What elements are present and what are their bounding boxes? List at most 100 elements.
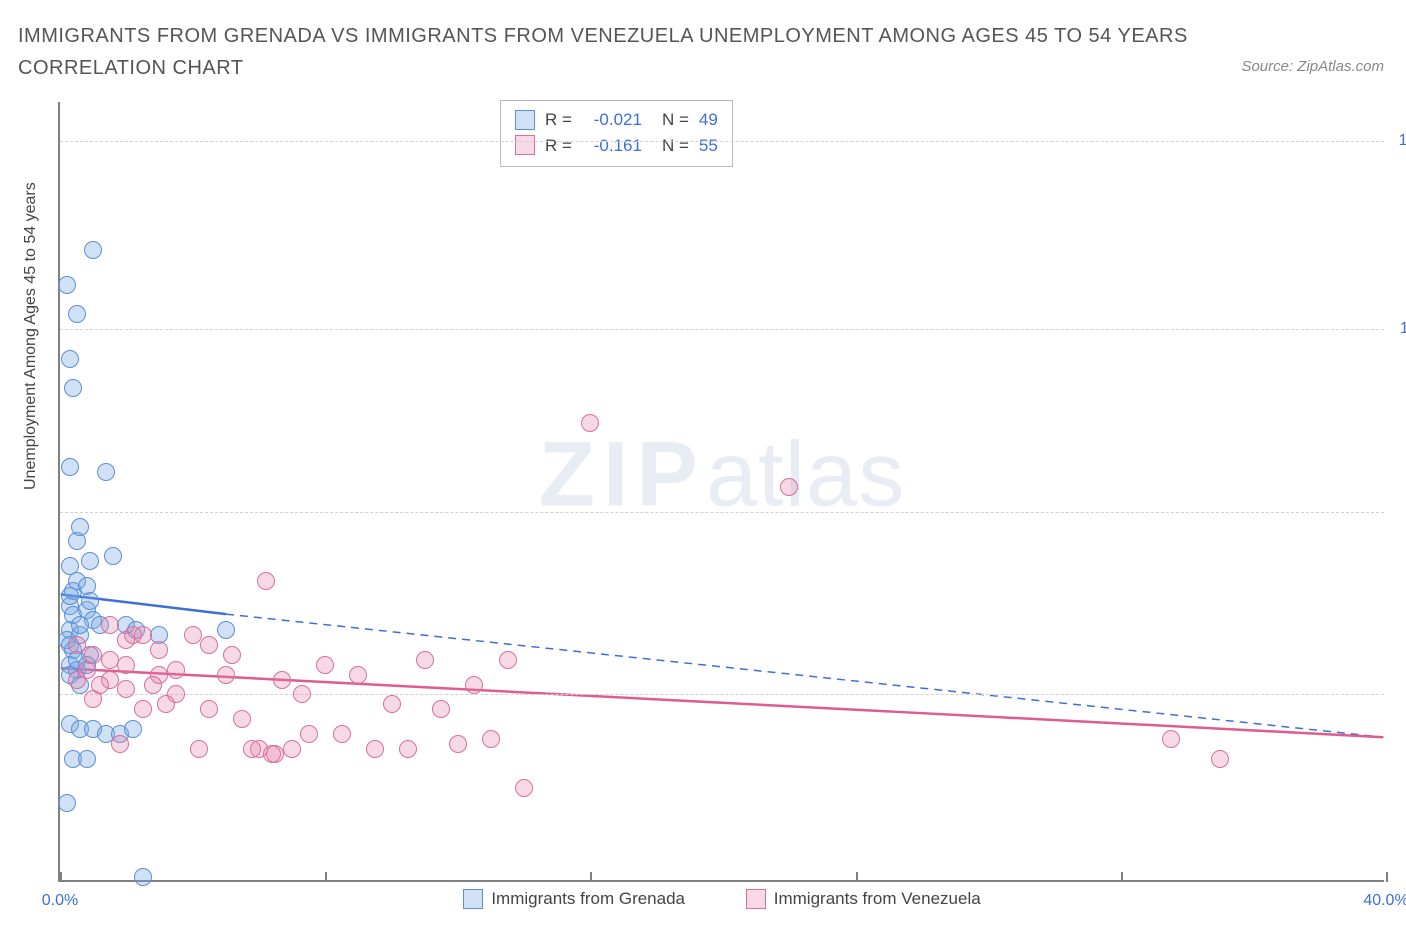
r-label: R = [545, 107, 572, 133]
scatter-point-series-0 [68, 305, 86, 323]
scatter-point-series-1 [366, 740, 384, 758]
scatter-point-series-0 [134, 868, 152, 886]
scatter-point-series-1 [293, 685, 311, 703]
scatter-point-series-1 [233, 710, 251, 728]
swatch-series-0 [515, 110, 535, 130]
xtick [1121, 872, 1123, 882]
stat-row-series-1: R = -0.161 N = 55 [515, 133, 718, 159]
scatter-point-series-1 [257, 572, 275, 590]
n-label: N = [662, 107, 689, 133]
trend-lines-svg [60, 102, 1384, 880]
scatter-point-series-1 [333, 725, 351, 743]
scatter-point-series-1 [150, 641, 168, 659]
scatter-point-series-1 [263, 745, 281, 763]
scatter-point-series-1 [217, 666, 235, 684]
scatter-point-series-0 [217, 621, 235, 639]
ytick-label: 15.0% [1399, 132, 1406, 150]
scatter-point-series-1 [101, 651, 119, 669]
scatter-point-series-0 [84, 241, 102, 259]
scatter-point-series-0 [61, 587, 79, 605]
scatter-point-series-1 [184, 626, 202, 644]
legend-item-1: Immigrants from Venezuela [746, 889, 981, 909]
chart-container: IMMIGRANTS FROM GRENADA VS IMMIGRANTS FR… [0, 0, 1406, 930]
xtick [590, 872, 592, 882]
scatter-point-series-1 [134, 700, 152, 718]
bottom-legend: Immigrants from Grenada Immigrants from … [60, 889, 1384, 914]
scatter-point-series-0 [124, 720, 142, 738]
scatter-point-series-1 [91, 676, 109, 694]
xtick [856, 872, 858, 882]
scatter-point-series-1 [780, 478, 798, 496]
scatter-point-series-1 [515, 779, 533, 797]
scatter-point-series-1 [482, 730, 500, 748]
gridline-h [60, 694, 1384, 695]
plot-area: ZIPatlas R = -0.021 N = 49 R = -0.161 N … [58, 102, 1384, 882]
scatter-point-series-0 [97, 463, 115, 481]
stat-legend: R = -0.021 N = 49 R = -0.161 N = 55 [500, 100, 733, 167]
scatter-point-series-0 [71, 616, 89, 634]
swatch-series-0 [463, 889, 483, 909]
scatter-point-series-0 [78, 750, 96, 768]
scatter-point-series-1 [283, 740, 301, 758]
n-label: N = [662, 133, 689, 159]
scatter-point-series-0 [61, 458, 79, 476]
legend-label-1: Immigrants from Venezuela [774, 889, 981, 909]
scatter-point-series-0 [81, 592, 99, 610]
scatter-point-series-0 [58, 276, 76, 294]
xtick [60, 872, 62, 882]
gridline-h [60, 329, 1384, 330]
n-value-1: 55 [699, 133, 718, 159]
scatter-point-series-1 [499, 651, 517, 669]
scatter-point-series-0 [61, 350, 79, 368]
scatter-point-series-1 [101, 616, 119, 634]
scatter-point-series-1 [68, 636, 86, 654]
scatter-point-series-1 [581, 414, 599, 432]
chart-title: IMMIGRANTS FROM GRENADA VS IMMIGRANTS FR… [18, 20, 1206, 84]
scatter-point-series-0 [104, 547, 122, 565]
xtick [325, 872, 327, 882]
watermark-zip: ZIP [539, 424, 706, 526]
scatter-point-series-1 [316, 656, 334, 674]
scatter-point-series-0 [81, 552, 99, 570]
watermark-atlas: atlas [706, 424, 905, 526]
scatter-point-series-1 [399, 740, 417, 758]
scatter-point-series-1 [300, 725, 318, 743]
scatter-point-series-1 [117, 656, 135, 674]
r-label: R = [545, 133, 572, 159]
scatter-point-series-1 [200, 700, 218, 718]
scatter-point-series-1 [200, 636, 218, 654]
legend-label-0: Immigrants from Grenada [491, 889, 685, 909]
scatter-point-series-1 [111, 735, 129, 753]
scatter-point-series-0 [71, 518, 89, 536]
scatter-point-series-1 [243, 740, 261, 758]
r-value-0: -0.021 [582, 107, 642, 133]
n-value-0: 49 [699, 107, 718, 133]
scatter-point-series-1 [190, 740, 208, 758]
ytick-label: 11.2% [1400, 320, 1406, 338]
source-attribution: Source: ZipAtlas.com [1241, 58, 1384, 75]
stat-row-series-0: R = -0.021 N = 49 [515, 107, 718, 133]
xtick-label: 0.0% [42, 892, 78, 910]
scatter-point-series-1 [432, 700, 450, 718]
swatch-series-1 [515, 135, 535, 155]
xtick [1386, 872, 1388, 882]
r-value-1: -0.161 [582, 133, 642, 159]
swatch-series-1 [746, 889, 766, 909]
legend-item-0: Immigrants from Grenada [463, 889, 685, 909]
scatter-point-series-0 [64, 379, 82, 397]
scatter-point-series-1 [449, 735, 467, 753]
scatter-point-series-1 [1162, 730, 1180, 748]
gridline-h [60, 141, 1384, 142]
scatter-point-series-1 [1211, 750, 1229, 768]
scatter-point-series-1 [117, 631, 135, 649]
scatter-point-series-1 [273, 671, 291, 689]
scatter-point-series-1 [416, 651, 434, 669]
scatter-point-series-1 [383, 695, 401, 713]
scatter-point-series-1 [167, 661, 185, 679]
scatter-point-series-1 [465, 676, 483, 694]
scatter-point-series-0 [58, 794, 76, 812]
scatter-point-series-1 [117, 680, 135, 698]
scatter-point-series-1 [144, 676, 162, 694]
gridline-h [60, 512, 1384, 513]
scatter-point-series-1 [68, 671, 86, 689]
